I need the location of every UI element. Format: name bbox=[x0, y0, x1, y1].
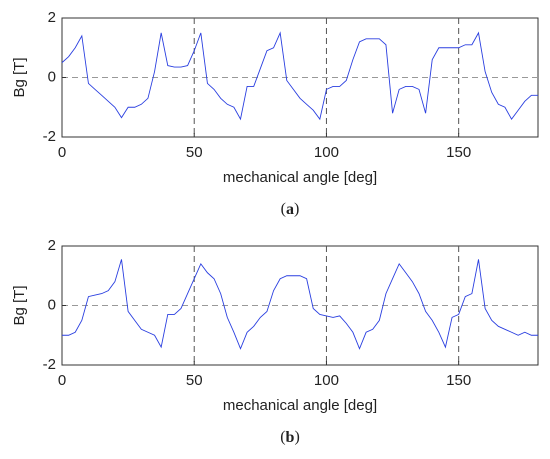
y-tick-label: -2 bbox=[43, 128, 56, 145]
x-axis-label: mechanical angle [deg] bbox=[223, 169, 377, 186]
x-axis-label: mechanical angle [deg] bbox=[223, 397, 377, 414]
x-tick-label: 50 bbox=[186, 372, 203, 389]
x-tick-label: 150 bbox=[446, 372, 471, 389]
caption: (a) bbox=[281, 201, 300, 218]
y-tick-label: -2 bbox=[43, 356, 56, 373]
x-tick-label: 100 bbox=[314, 144, 339, 161]
y-tick-label: 2 bbox=[48, 9, 56, 26]
y-axis-label: Bg [T] bbox=[11, 285, 28, 325]
caption-letter: a bbox=[286, 201, 294, 218]
x-tick-label: 50 bbox=[186, 144, 203, 161]
y-tick-label: 0 bbox=[48, 296, 56, 313]
y-tick-label: 2 bbox=[48, 237, 56, 254]
plot-area bbox=[61, 245, 539, 366]
y-tick-label: 0 bbox=[48, 68, 56, 85]
data-line bbox=[61, 31, 538, 121]
plot-area bbox=[61, 17, 539, 138]
x-tick-label: 0 bbox=[58, 144, 66, 161]
x-tick-label: 0 bbox=[58, 372, 66, 389]
x-tick-label: 150 bbox=[446, 144, 471, 161]
y-axis-label: Bg [T] bbox=[11, 57, 28, 97]
caption: (b) bbox=[280, 429, 300, 446]
caption-letter: b bbox=[286, 429, 295, 446]
x-tick-label: 100 bbox=[314, 372, 339, 389]
data-line bbox=[62, 259, 538, 350]
